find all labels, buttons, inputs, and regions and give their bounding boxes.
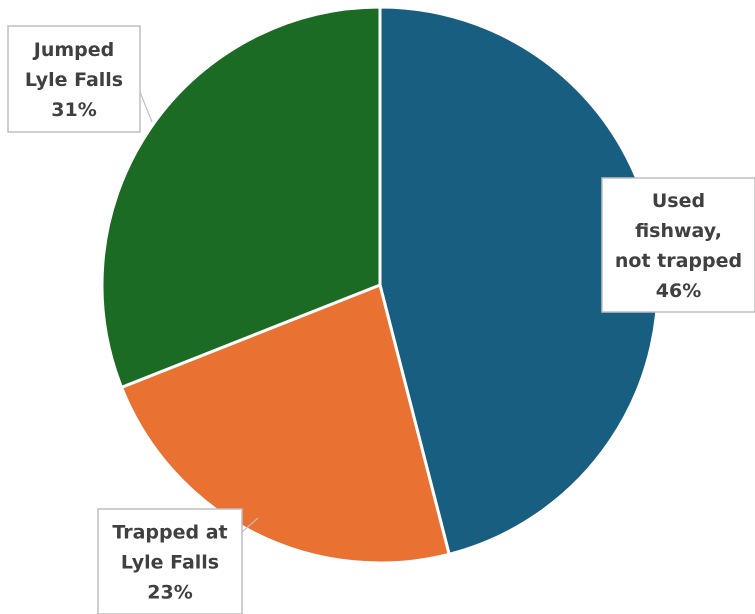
- data-label-category: fishway,: [635, 220, 722, 242]
- pie-slice: [100, 5, 382, 390]
- data-label-category: not trapped: [615, 250, 742, 272]
- data-label-category: Lyle Falls: [121, 552, 219, 574]
- pie-slice: [119, 282, 451, 565]
- data-label-category: Lyle Falls: [25, 69, 123, 91]
- data-label-percent: 23%: [147, 582, 192, 604]
- data-label: Trapped at Lyle Falls 23%: [97, 508, 259, 614]
- data-label: Used fishway, not trapped 46%: [601, 177, 755, 313]
- data-label-percent: 31%: [51, 99, 96, 121]
- data-label-percent: 46%: [656, 280, 701, 302]
- data-label-category: Used: [652, 190, 705, 212]
- data-label-category: Trapped at: [112, 522, 227, 544]
- data-label-box: [97, 508, 243, 614]
- data-labels: Used fishway, not trapped 46% Trapped at Lyle…: [7, 25, 755, 614]
- leader-line: [139, 91, 153, 123]
- data-label-box: [601, 177, 755, 313]
- data-label-category: Jumped: [32, 39, 114, 61]
- data-label-box: [7, 25, 141, 133]
- leader-line: [241, 517, 259, 533]
- pie-slices: [100, 5, 660, 565]
- data-label: Jumped Lyle Falls 31%: [7, 25, 153, 133]
